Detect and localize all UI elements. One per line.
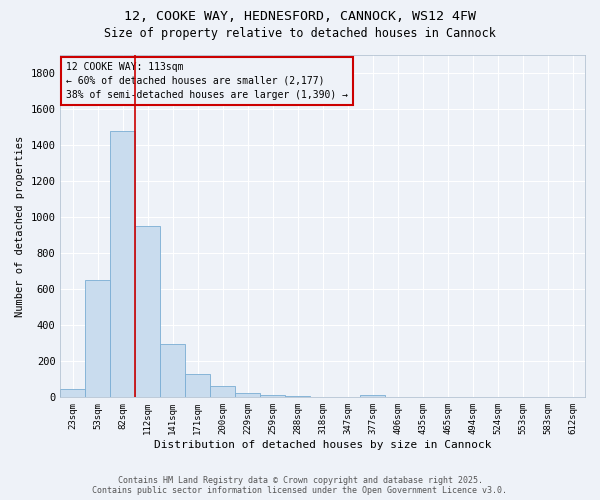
Bar [210,386,235,398]
Bar [260,395,285,398]
Text: Contains HM Land Registry data © Crown copyright and database right 2025.
Contai: Contains HM Land Registry data © Crown c… [92,476,508,495]
Bar [136,226,160,398]
Y-axis label: Number of detached properties: Number of detached properties [15,136,25,317]
Text: 12, COOKE WAY, HEDNESFORD, CANNOCK, WS12 4FW: 12, COOKE WAY, HEDNESFORD, CANNOCK, WS12… [124,10,476,23]
Text: Size of property relative to detached houses in Cannock: Size of property relative to detached ho… [104,28,496,40]
Bar [235,394,260,398]
Bar [85,280,110,398]
Text: 12 COOKE WAY: 113sqm
← 60% of detached houses are smaller (2,177)
38% of semi-de: 12 COOKE WAY: 113sqm ← 60% of detached h… [65,62,347,100]
Bar [110,130,136,398]
X-axis label: Distribution of detached houses by size in Cannock: Distribution of detached houses by size … [154,440,491,450]
Bar [160,344,185,398]
Bar [61,389,85,398]
Bar [360,395,385,398]
Bar [185,374,210,398]
Bar [285,396,310,398]
